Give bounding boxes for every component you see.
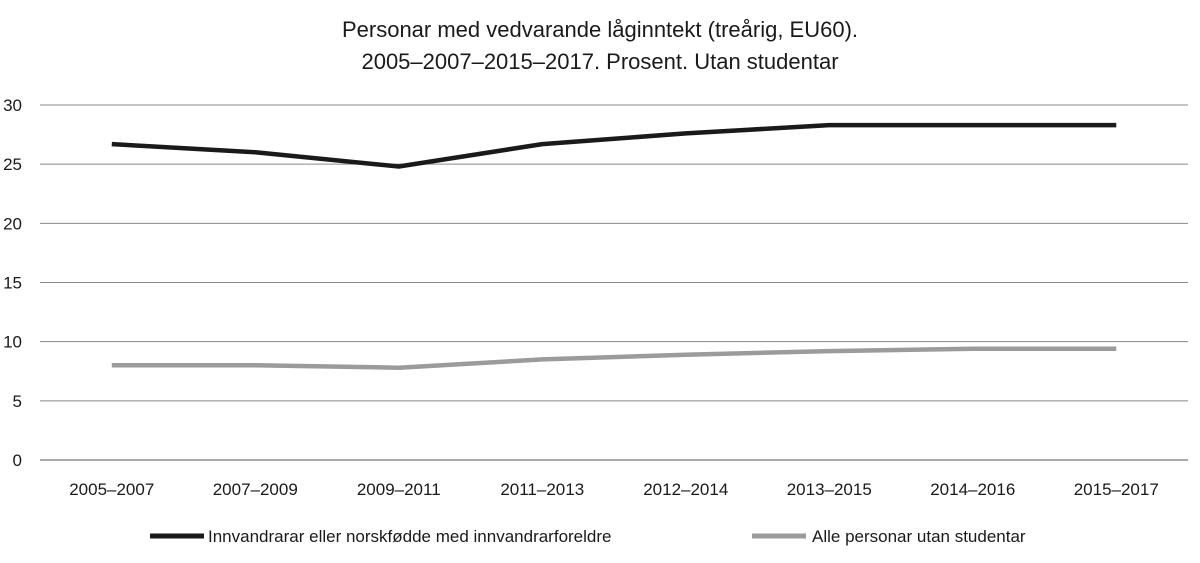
x-axis-ticks: 2005–2007 2007–2009 2009–2011 2011–2013 2012…	[69, 480, 1159, 499]
x-tick-label: 2007–2009	[213, 480, 298, 499]
y-tick-label: 30	[3, 96, 22, 115]
chart-title: Personar med vedvarande låginntekt (treå…	[341, 17, 859, 42]
x-tick-label: 2011–2013	[500, 480, 584, 499]
legend: Innvandrarar eller norskfødde med innvan…	[150, 527, 1026, 546]
y-tick-label: 20	[3, 214, 22, 233]
y-axis-ticks: 0 5 10 15 20 25 30	[3, 96, 22, 470]
y-tick-label: 5	[13, 392, 22, 411]
chart-subtitle: 2005–2007–2015–2017. Prosent. Utan stude…	[361, 49, 839, 74]
series-lines	[111, 122, 1117, 370]
x-tick-label: 2009–2011	[357, 480, 441, 499]
x-tick-label: 2013–2015	[787, 480, 872, 499]
legend-label-1: Innvandrarar eller norskfødde med innvan…	[208, 527, 611, 546]
gridlines	[40, 104, 1188, 461]
chart-title-block: Personar med vedvarande låginntekt (treå…	[0, 14, 1200, 78]
series-line-2	[111, 346, 1117, 370]
x-tick-label: 2015–2017	[1074, 480, 1159, 499]
y-tick-label: 15	[3, 274, 22, 293]
x-tick-label: 2014–2016	[930, 480, 1015, 499]
y-tick-label: 0	[13, 451, 22, 470]
y-tick-label: 10	[3, 333, 22, 352]
series-line-1	[111, 122, 1117, 169]
x-tick-label: 2005–2007	[69, 480, 154, 499]
y-tick-label: 25	[3, 155, 22, 174]
legend-label-2: Alle personar utan studentar	[812, 527, 1026, 546]
x-tick-label: 2012–2014	[643, 480, 728, 499]
